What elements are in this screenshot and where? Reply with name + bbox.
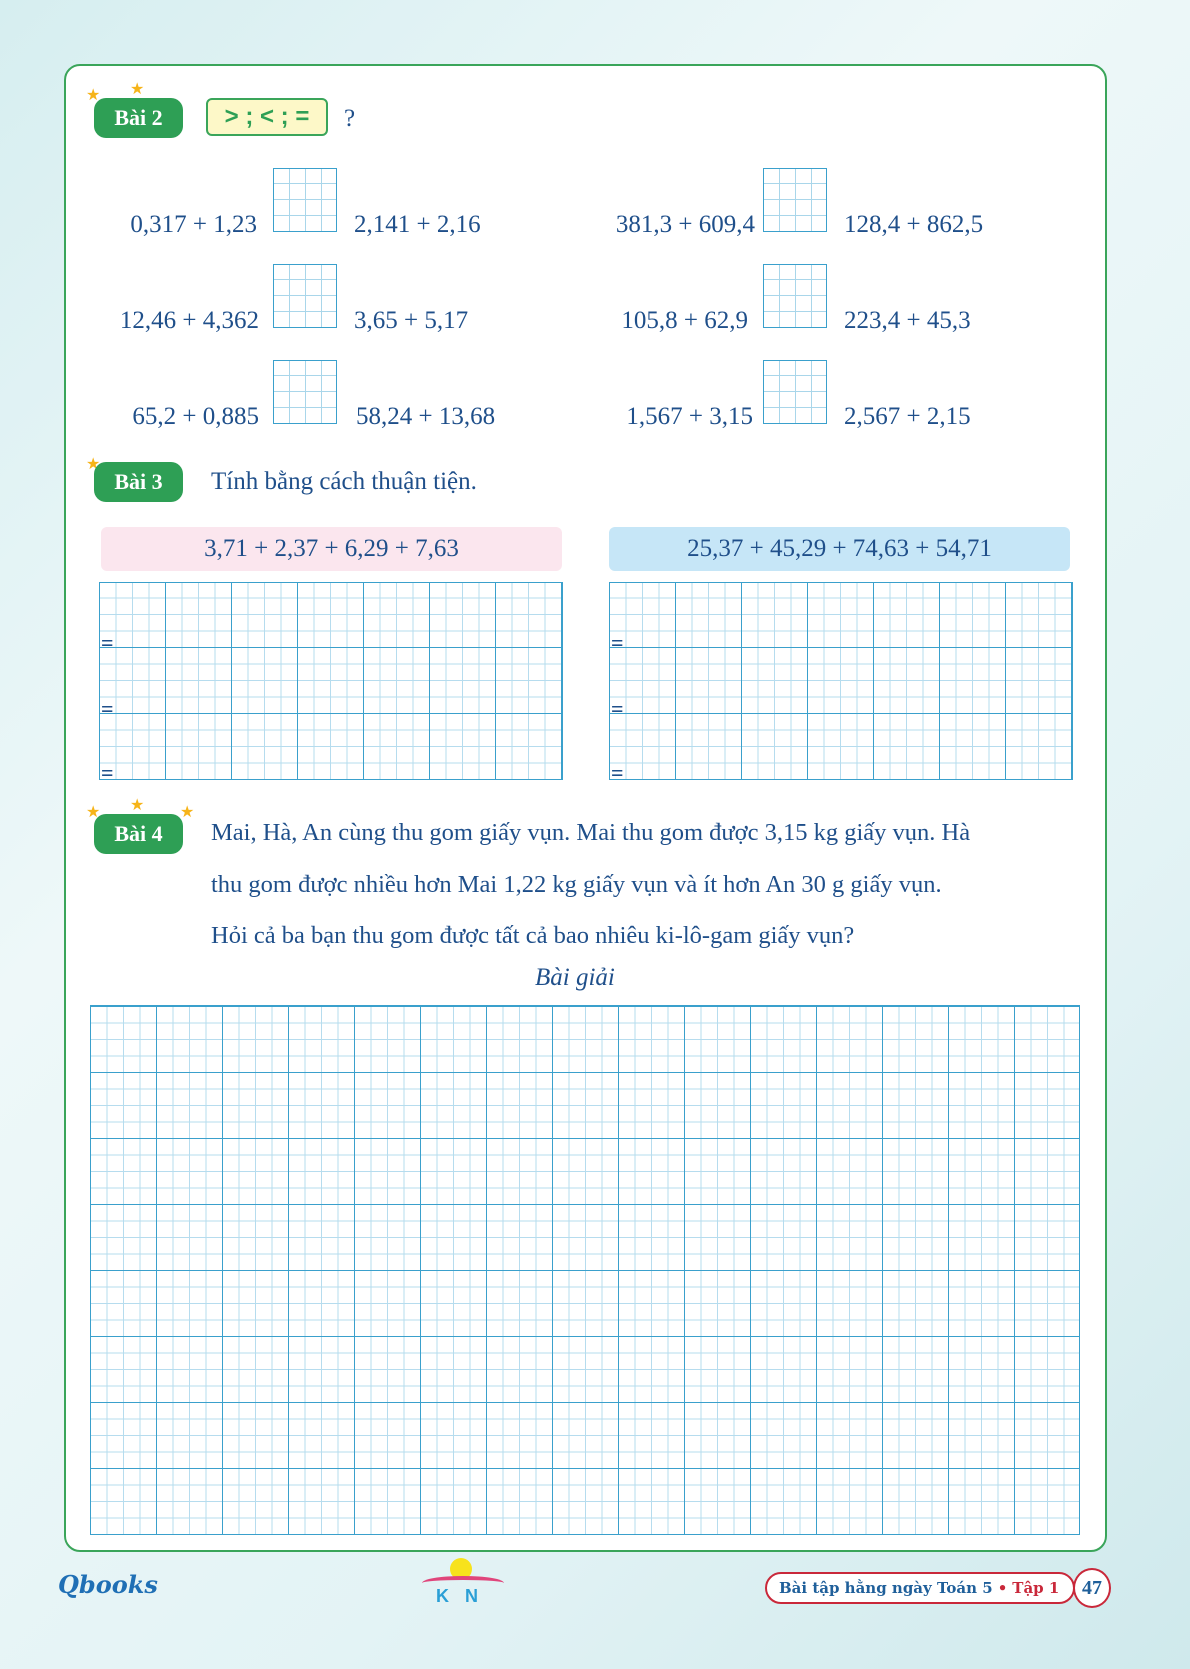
star-icon: ★ <box>180 804 195 821</box>
equals-sign: = <box>611 760 624 785</box>
solution-grid[interactable] <box>90 1005 1080 1535</box>
equals-sign: = <box>101 696 114 721</box>
equals-sign: = <box>611 696 624 721</box>
expr: 381,3 + 609,4 <box>615 211 755 238</box>
equals-sign: = <box>611 630 624 655</box>
page-number: 47 <box>1073 1568 1111 1608</box>
book-title: Bài tập hằng ngày Toán 5 <box>779 1579 993 1597</box>
expression-left: 3,71 + 2,37 + 6,29 + 7,63 <box>101 527 562 571</box>
expr: 223,4 + 45,3 <box>844 307 971 334</box>
expression-right: 25,37 + 45,29 + 74,63 + 54,71 <box>609 527 1070 571</box>
star-icon: ★ <box>130 81 145 98</box>
equals-sign: = <box>101 760 114 785</box>
work-grid-left[interactable] <box>99 582 563 780</box>
solution-label: Bài giải <box>535 964 615 991</box>
star-icon: ★ <box>130 797 145 814</box>
exercise-badge-4: Bài 4 <box>94 814 183 854</box>
question-mark: ? <box>344 105 356 132</box>
expr: 65,2 + 0,885 <box>132 403 259 430</box>
work-grid-right[interactable] <box>609 582 1073 780</box>
problem-line: Mai, Hà, An cùng thu gom giấy vụn. Mai t… <box>211 819 971 846</box>
book-title-pill: Bài tập hằng ngày Toán 5 • Tập 1 <box>765 1572 1075 1604</box>
instruction: Tính bằng cách thuận tiện. <box>211 468 477 495</box>
qbooks-logo: Qbooks <box>58 1570 158 1599</box>
answer-box[interactable] <box>273 264 337 328</box>
exercise-badge-3: Bài 3 <box>94 462 183 502</box>
expr: 128,4 + 862,5 <box>844 211 984 238</box>
expr: 1,567 + 3,15 <box>626 403 753 430</box>
expr: 105,8 + 62,9 <box>621 307 748 334</box>
kn-logo: KN <box>418 1558 508 1608</box>
answer-box[interactable] <box>273 168 337 232</box>
expr: 3,65 + 5,17 <box>354 307 469 334</box>
answer-box[interactable] <box>763 168 827 232</box>
equals-sign: = <box>101 630 114 655</box>
answer-box[interactable] <box>763 360 827 424</box>
answer-box[interactable] <box>763 264 827 328</box>
star-icon: ★ <box>86 87 101 104</box>
bullet: • <box>997 1579 1008 1597</box>
expr: 58,24 + 13,68 <box>356 403 496 430</box>
comparison-symbols: > ; < ; = <box>206 98 328 136</box>
problem-line: thu gom được nhiều hơn Mai 1,22 kg giấy … <box>211 871 942 898</box>
answer-box[interactable] <box>273 360 337 424</box>
volume: Tập 1 <box>1012 1579 1060 1597</box>
problem-line: Hỏi cả ba bạn thu gom được tất cả bao nh… <box>211 922 855 949</box>
expr: 12,46 + 4,362 <box>119 307 259 334</box>
expr: 2,141 + 2,16 <box>354 211 481 238</box>
expr: 2,567 + 2,15 <box>844 403 971 430</box>
expr: 0,317 + 1,23 <box>130 211 257 238</box>
exercise-badge-2: Bài 2 <box>94 98 183 138</box>
